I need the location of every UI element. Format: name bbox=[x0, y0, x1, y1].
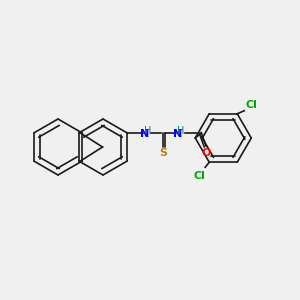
Text: N: N bbox=[172, 129, 182, 139]
Text: H: H bbox=[144, 126, 151, 136]
Text: O: O bbox=[202, 148, 211, 158]
Text: S: S bbox=[159, 148, 167, 158]
Text: H: H bbox=[177, 126, 184, 136]
Text: Cl: Cl bbox=[193, 171, 205, 181]
Text: Cl: Cl bbox=[245, 100, 257, 110]
Text: N: N bbox=[140, 129, 149, 139]
